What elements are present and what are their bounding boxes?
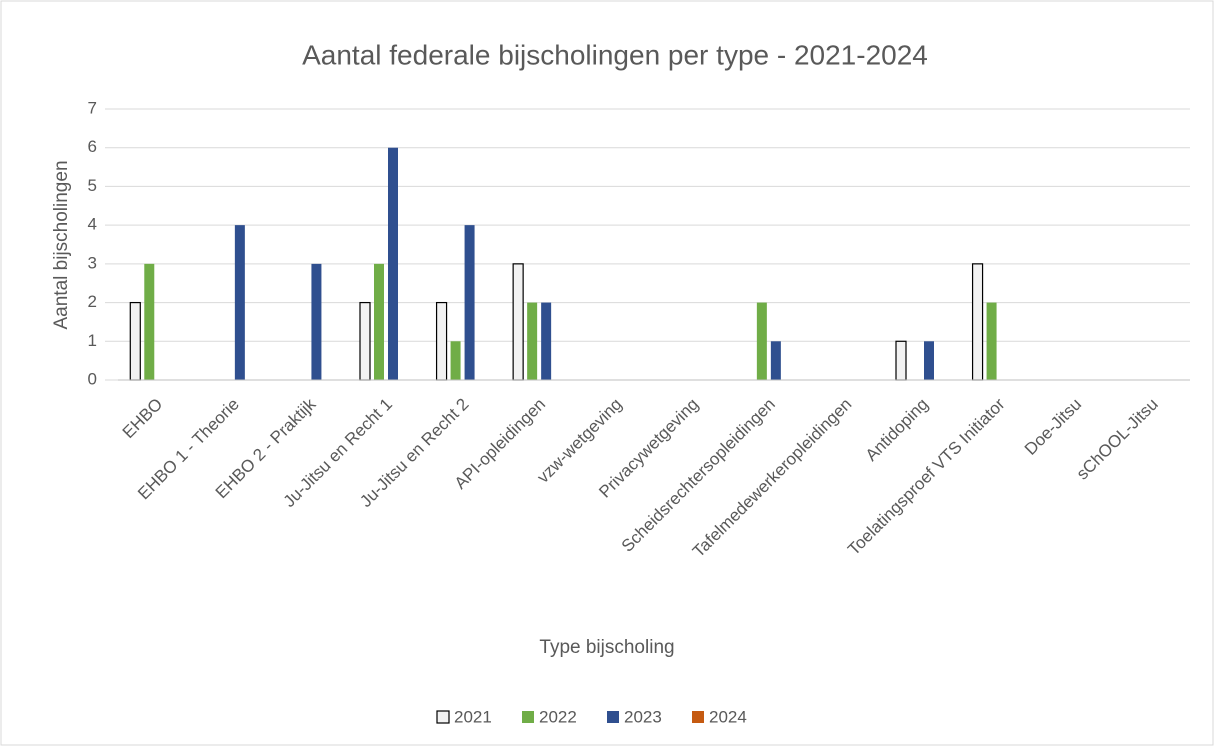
y-tick-label: 7 <box>88 98 97 117</box>
x-axis-label: Type bijscholing <box>539 637 674 658</box>
bar <box>359 301 371 381</box>
bar <box>512 263 524 381</box>
bar <box>435 301 448 381</box>
legend-label: 2024 <box>709 707 747 726</box>
bar <box>129 301 141 381</box>
y-tick-label: 4 <box>88 215 97 234</box>
bar <box>924 341 934 380</box>
bar <box>971 263 984 381</box>
legend-label: 2022 <box>539 707 577 726</box>
bar <box>895 340 907 381</box>
legend-swatch <box>607 711 619 723</box>
legend-swatch <box>522 711 534 723</box>
bar <box>234 225 245 380</box>
y-tick-label: 3 <box>88 253 97 272</box>
bar <box>464 225 475 380</box>
legend-label: 2023 <box>624 707 662 726</box>
bar <box>541 302 552 380</box>
bar <box>450 341 461 380</box>
legend-label: 2021 <box>454 707 492 726</box>
y-tick-label: 0 <box>88 369 97 388</box>
bar <box>986 302 997 380</box>
y-tick-label: 1 <box>88 331 97 350</box>
y-tick-label: 2 <box>88 292 97 311</box>
y-tick-label: 5 <box>88 176 97 195</box>
bar <box>144 263 155 380</box>
bar <box>527 302 538 380</box>
legend-swatch <box>436 710 450 724</box>
bar <box>756 302 767 380</box>
bar <box>311 263 322 380</box>
chart-title: Aantal federale bijscholingen per type -… <box>302 39 928 70</box>
legend-swatch <box>692 711 704 723</box>
y-axis-label: Aantal bijscholingen <box>51 160 72 329</box>
y-tick-label: 6 <box>88 137 97 156</box>
bar <box>770 341 781 380</box>
bar <box>388 147 398 380</box>
bar <box>374 263 384 380</box>
